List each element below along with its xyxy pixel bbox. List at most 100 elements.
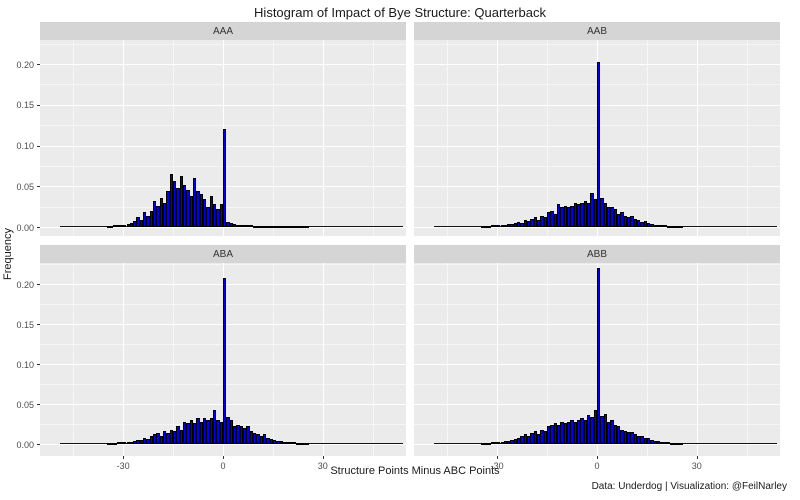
x-tick-mark bbox=[696, 456, 698, 459]
histogram-bar bbox=[139, 440, 144, 444]
histogram-bar bbox=[179, 429, 184, 444]
histogram-bar bbox=[570, 205, 574, 227]
histogram-bar bbox=[262, 434, 267, 444]
gridline-x-major bbox=[497, 263, 499, 456]
histogram-bar bbox=[547, 212, 551, 227]
histogram-bar bbox=[173, 431, 177, 444]
histogram-bar bbox=[276, 226, 280, 228]
histogram-bar bbox=[282, 226, 287, 228]
histogram-bar bbox=[513, 222, 518, 227]
histogram-bar bbox=[487, 226, 491, 228]
histogram-bar bbox=[149, 210, 154, 227]
histogram-bar bbox=[163, 431, 167, 444]
histogram-bar bbox=[650, 223, 654, 227]
histogram-bar bbox=[106, 226, 110, 228]
histogram-bar bbox=[656, 440, 661, 444]
histogram-bar bbox=[299, 443, 303, 445]
histogram-bar bbox=[166, 191, 170, 227]
gridline-x-minor bbox=[372, 40, 374, 236]
gridline-x-major bbox=[497, 40, 499, 236]
histogram-bar bbox=[520, 222, 524, 227]
histogram-bar bbox=[199, 421, 204, 444]
histogram-bar bbox=[530, 218, 534, 227]
histogram-bar bbox=[229, 222, 233, 227]
histogram-bar bbox=[666, 226, 671, 228]
histogram-bar bbox=[232, 223, 237, 227]
histogram-bar bbox=[626, 217, 631, 227]
histogram-bar bbox=[226, 416, 230, 444]
histogram-bar bbox=[232, 426, 237, 444]
histogram-bar bbox=[643, 437, 647, 444]
histogram-bar bbox=[503, 224, 508, 227]
x-tick-label: 0 bbox=[220, 461, 226, 471]
y-tick-label: 0.20 bbox=[16, 59, 34, 70]
histogram-bar bbox=[106, 443, 110, 445]
y-tick-label: 0.05 bbox=[16, 399, 34, 410]
histogram-bar bbox=[553, 213, 558, 227]
histogram-bar bbox=[597, 268, 601, 444]
histogram-bar bbox=[530, 432, 534, 444]
histogram-bar bbox=[673, 443, 677, 445]
histogram-bar bbox=[500, 441, 504, 444]
histogram-bar bbox=[116, 442, 120, 445]
histogram-bar bbox=[523, 220, 528, 227]
histogram-bar bbox=[143, 212, 147, 227]
histogram-bar bbox=[109, 443, 114, 445]
histogram-bar bbox=[272, 440, 277, 444]
histogram-bar bbox=[119, 225, 124, 228]
histogram-bar bbox=[156, 205, 160, 227]
histogram-bar bbox=[269, 439, 273, 444]
histogram-bar bbox=[640, 222, 644, 227]
facet-strip-ABA: ABA bbox=[40, 245, 406, 263]
x-tick-label: -30 bbox=[116, 461, 130, 471]
histogram-bar bbox=[503, 440, 508, 444]
x-tick-label: 30 bbox=[317, 461, 328, 471]
histogram-bar bbox=[543, 217, 548, 227]
x-tick-mark bbox=[322, 456, 324, 459]
histogram-bar bbox=[203, 199, 207, 227]
x-axis-title: Structure Points Minus ABC Points bbox=[330, 465, 500, 477]
histogram-bar bbox=[646, 222, 651, 227]
histogram-bar bbox=[527, 221, 531, 227]
histogram-bar bbox=[666, 442, 671, 445]
histogram-bar bbox=[176, 426, 180, 444]
histogram-bar bbox=[616, 426, 621, 444]
histogram-bar bbox=[570, 420, 574, 444]
histogram-bar bbox=[480, 226, 484, 228]
histogram-bar bbox=[663, 441, 667, 444]
histogram-bar bbox=[286, 226, 290, 228]
histogram-bar bbox=[242, 428, 247, 444]
gridline-x-major bbox=[123, 40, 125, 236]
histogram-bar bbox=[246, 225, 250, 228]
gridline-x-minor bbox=[547, 40, 549, 236]
y-tick-mark bbox=[37, 64, 40, 65]
histogram-bar bbox=[216, 209, 220, 227]
histogram-bar bbox=[550, 210, 554, 227]
histogram-bar bbox=[540, 215, 544, 227]
histogram-bar bbox=[620, 212, 624, 227]
histogram-bar bbox=[116, 225, 120, 228]
histogram-bar bbox=[143, 438, 147, 444]
histogram-bar bbox=[636, 220, 641, 227]
histogram-bar bbox=[226, 222, 230, 227]
histogram-bar bbox=[487, 443, 491, 445]
x-tick-mark bbox=[123, 456, 125, 459]
gridline-x-major bbox=[322, 40, 324, 236]
gridline-x-minor bbox=[447, 40, 449, 236]
histogram-bar bbox=[587, 202, 591, 227]
histogram-bar bbox=[129, 222, 134, 227]
y-tick-mark bbox=[37, 227, 40, 228]
histogram-bar bbox=[623, 215, 627, 227]
gridline-x-minor bbox=[173, 40, 175, 236]
histogram-bar bbox=[179, 176, 184, 227]
histogram-bar bbox=[616, 213, 621, 227]
histogram-bar bbox=[153, 200, 157, 227]
gridline-x-minor bbox=[73, 40, 75, 236]
histogram-bar bbox=[543, 431, 548, 444]
histogram-bar bbox=[603, 413, 607, 444]
histogram-bar bbox=[567, 421, 571, 444]
y-tick-label: 0.00 bbox=[16, 439, 34, 450]
y-tick-mark bbox=[37, 324, 40, 325]
histogram-bar bbox=[523, 434, 528, 444]
y-tick-label: 0.05 bbox=[16, 181, 34, 192]
